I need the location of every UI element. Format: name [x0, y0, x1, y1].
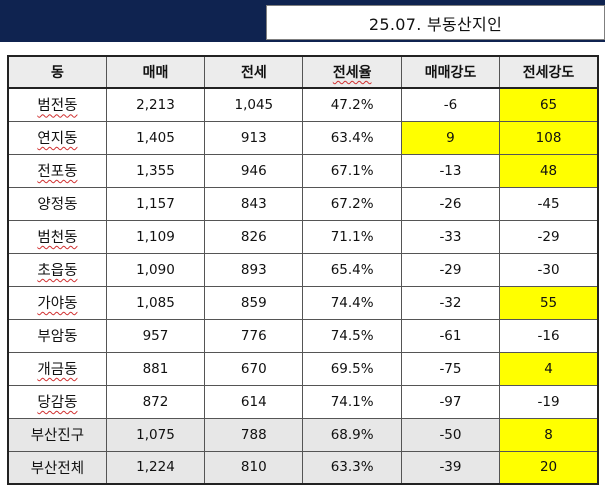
cell-dong: 부산전체	[7, 450, 107, 485]
cell-sale-strength: -29	[400, 252, 501, 287]
cell-dong: 초읍동	[7, 252, 107, 287]
cell-jeonse-strength: -29	[499, 219, 599, 254]
cell-sale-strength: 9	[400, 120, 501, 155]
cell-ratio: 68.9%	[302, 417, 402, 452]
cell-jeonse-strength: -19	[499, 384, 599, 419]
cell-jeonse-strength: 8	[499, 417, 599, 452]
cell-ratio: 67.2%	[302, 186, 402, 221]
table-header-row: 동 매매 전세 전세율 매매강도 전세강도	[7, 55, 599, 89]
cell-sale: 1,224	[105, 450, 206, 485]
cell-jeonse-strength: -16	[499, 318, 599, 353]
cell-dong: 가야동	[7, 285, 107, 320]
cell-dong: 범천동	[7, 219, 107, 254]
cell-jeonse-strength: -30	[499, 252, 599, 287]
data-table-container: 동 매매 전세 전세율 매매강도 전세강도 범전동 2,213 1,045 47…	[7, 55, 599, 485]
cell-sale-strength: -6	[400, 87, 501, 122]
table-row: 연지동 1,405 913 63.4% 9 108	[7, 120, 599, 155]
cell-jeonse: 893	[204, 252, 304, 287]
cell-sale-strength: -13	[400, 153, 501, 188]
cell-sale: 1,157	[105, 186, 206, 221]
cell-jeonse: 859	[204, 285, 304, 320]
cell-sale-strength: -33	[400, 219, 501, 254]
cell-sale: 881	[105, 351, 206, 386]
cell-jeonse: 946	[204, 153, 304, 188]
cell-ratio: 69.5%	[302, 351, 402, 386]
cell-jeonse-strength: 48	[499, 153, 599, 188]
cell-dong: 전포동	[7, 153, 107, 188]
cell-jeonse-strength: 4	[499, 351, 599, 386]
summary-row-district: 부산진구 1,075 788 68.9% -50 8	[7, 417, 599, 452]
column-header-ratio: 전세율	[302, 55, 402, 89]
cell-sale: 1,075	[105, 417, 206, 452]
cell-jeonse: 614	[204, 384, 304, 419]
summary-row-city: 부산전체 1,224 810 63.3% -39 20	[7, 450, 599, 485]
cell-dong: 범전동	[7, 87, 107, 122]
cell-jeonse: 843	[204, 186, 304, 221]
cell-jeonse-strength: 108	[499, 120, 599, 155]
cell-sale: 1,355	[105, 153, 206, 188]
column-header-sale: 매매	[105, 55, 206, 89]
cell-jeonse-strength: 55	[499, 285, 599, 320]
cell-ratio: 47.2%	[302, 87, 402, 122]
page-title: 25.07. 부동산지인	[266, 5, 605, 40]
column-header-jeonse: 전세	[204, 55, 304, 89]
table-row: 가야동 1,085 859 74.4% -32 55	[7, 285, 599, 320]
cell-sale-strength: -97	[400, 384, 501, 419]
cell-ratio: 74.4%	[302, 285, 402, 320]
cell-ratio: 65.4%	[302, 252, 402, 287]
table-row: 부암동 957 776 74.5% -61 -16	[7, 318, 599, 353]
cell-jeonse: 826	[204, 219, 304, 254]
table-row: 초읍동 1,090 893 65.4% -29 -30	[7, 252, 599, 287]
cell-sale: 1,085	[105, 285, 206, 320]
cell-sale-strength: -50	[400, 417, 501, 452]
cell-sale-strength: -39	[400, 450, 501, 485]
column-header-sale-strength: 매매강도	[400, 55, 501, 89]
cell-dong: 부암동	[7, 318, 107, 353]
cell-sale: 1,109	[105, 219, 206, 254]
column-header-jeonse-strength: 전세강도	[499, 55, 599, 89]
cell-dong: 부산진구	[7, 417, 107, 452]
cell-jeonse: 1,045	[204, 87, 304, 122]
cell-sale-strength: -75	[400, 351, 501, 386]
cell-ratio: 71.1%	[302, 219, 402, 254]
cell-dong: 연지동	[7, 120, 107, 155]
cell-jeonse: 670	[204, 351, 304, 386]
cell-jeonse-strength: 20	[499, 450, 599, 485]
column-header-dong: 동	[7, 55, 107, 89]
cell-sale: 957	[105, 318, 206, 353]
cell-ratio: 63.4%	[302, 120, 402, 155]
cell-sale: 1,405	[105, 120, 206, 155]
table-row: 양정동 1,157 843 67.2% -26 -45	[7, 186, 599, 221]
cell-sale: 1,090	[105, 252, 206, 287]
cell-ratio: 74.5%	[302, 318, 402, 353]
cell-sale: 872	[105, 384, 206, 419]
table-row: 범천동 1,109 826 71.1% -33 -29	[7, 219, 599, 254]
cell-jeonse: 810	[204, 450, 304, 485]
real-estate-table: 동 매매 전세 전세율 매매강도 전세강도 범전동 2,213 1,045 47…	[7, 55, 599, 485]
cell-jeonse-strength: -45	[499, 186, 599, 221]
cell-sale-strength: -32	[400, 285, 501, 320]
cell-dong: 당감동	[7, 384, 107, 419]
cell-sale: 2,213	[105, 87, 206, 122]
cell-jeonse: 788	[204, 417, 304, 452]
table-row: 개금동 881 670 69.5% -75 4	[7, 351, 599, 386]
table-row: 전포동 1,355 946 67.1% -13 48	[7, 153, 599, 188]
cell-dong: 양정동	[7, 186, 107, 221]
cell-ratio: 63.3%	[302, 450, 402, 485]
cell-ratio: 74.1%	[302, 384, 402, 419]
cell-ratio: 67.1%	[302, 153, 402, 188]
cell-sale-strength: -61	[400, 318, 501, 353]
cell-jeonse: 913	[204, 120, 304, 155]
table-row: 당감동 872 614 74.1% -97 -19	[7, 384, 599, 419]
cell-sale-strength: -26	[400, 186, 501, 221]
cell-jeonse: 776	[204, 318, 304, 353]
cell-jeonse-strength: 65	[499, 87, 599, 122]
table-row: 범전동 2,213 1,045 47.2% -6 65	[7, 87, 599, 122]
cell-dong: 개금동	[7, 351, 107, 386]
